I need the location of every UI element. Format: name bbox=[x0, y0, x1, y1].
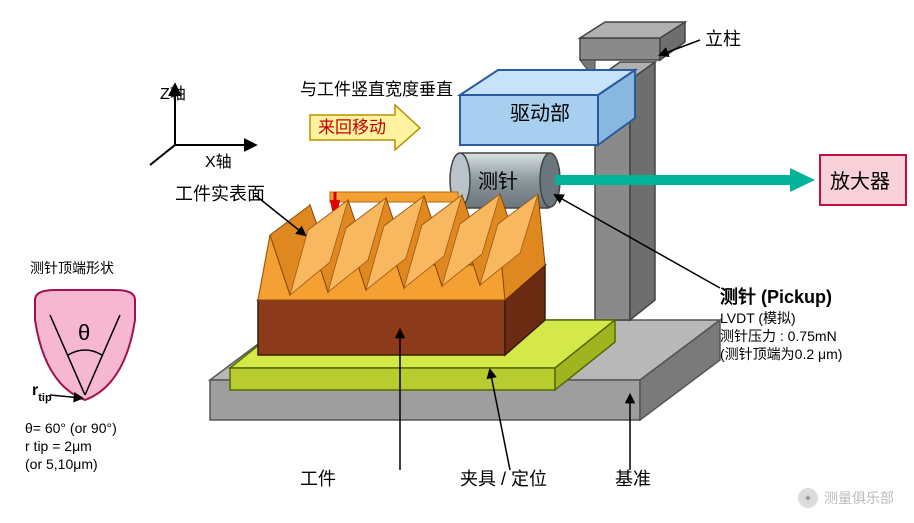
wechat-icon: ✦ bbox=[798, 488, 818, 508]
z-axis-label: Z轴 bbox=[160, 80, 186, 104]
amplifier-label: 放大器 bbox=[830, 170, 890, 193]
datum-label: 基准 bbox=[615, 465, 651, 491]
back-forth-arrow: 来回移动 bbox=[310, 105, 420, 150]
pressure-label: 测针压力 : 0.75mN bbox=[720, 326, 837, 346]
pickup-title: 测针 (Pickup) bbox=[720, 283, 832, 309]
stylus-cylinder: 测针 bbox=[450, 153, 560, 208]
watermark-text: 测量俱乐部 bbox=[824, 488, 894, 508]
tip-shape-diagram: θ rtip bbox=[32, 290, 135, 404]
stylus-arm bbox=[330, 192, 458, 202]
svg-text:θ: θ bbox=[78, 320, 90, 345]
back-forth-label: 来回移动 bbox=[318, 118, 386, 137]
tip-shape-label: 测针顶端形状 bbox=[30, 258, 114, 278]
surface-label: 工件实表面 bbox=[175, 180, 265, 206]
stylus-label: 测针 bbox=[478, 170, 518, 193]
amplifier-arrowhead bbox=[790, 168, 815, 192]
rtip-value: r tip = 2μm bbox=[25, 438, 92, 454]
workpiece-surface bbox=[258, 194, 545, 300]
workpiece-label: 工件 bbox=[300, 465, 336, 491]
fixture-label: 夹具 / 定位 bbox=[460, 465, 547, 491]
theta-value: θ= 60° (or 90°) bbox=[25, 420, 117, 436]
drive-unit-label: 驱动部 bbox=[510, 102, 570, 125]
tip-detail-label: (测针顶端为0.2 μm) bbox=[720, 344, 842, 364]
column bbox=[580, 22, 685, 320]
lvdt-label: LVDT (模拟) bbox=[720, 308, 796, 328]
column-label: 立柱 bbox=[705, 25, 741, 51]
svg-text:rtip: rtip bbox=[32, 382, 52, 404]
rtip-value2: (or 5,10μm) bbox=[25, 456, 98, 472]
drive-unit: 驱动部 bbox=[460, 70, 635, 145]
watermark: ✦ 测量俱乐部 bbox=[798, 488, 894, 508]
perpendicular-label: 与工件竖直宽度垂直 bbox=[300, 75, 453, 100]
x-axis-label: X轴 bbox=[205, 148, 232, 172]
amplifier-box: 放大器 bbox=[820, 155, 906, 205]
